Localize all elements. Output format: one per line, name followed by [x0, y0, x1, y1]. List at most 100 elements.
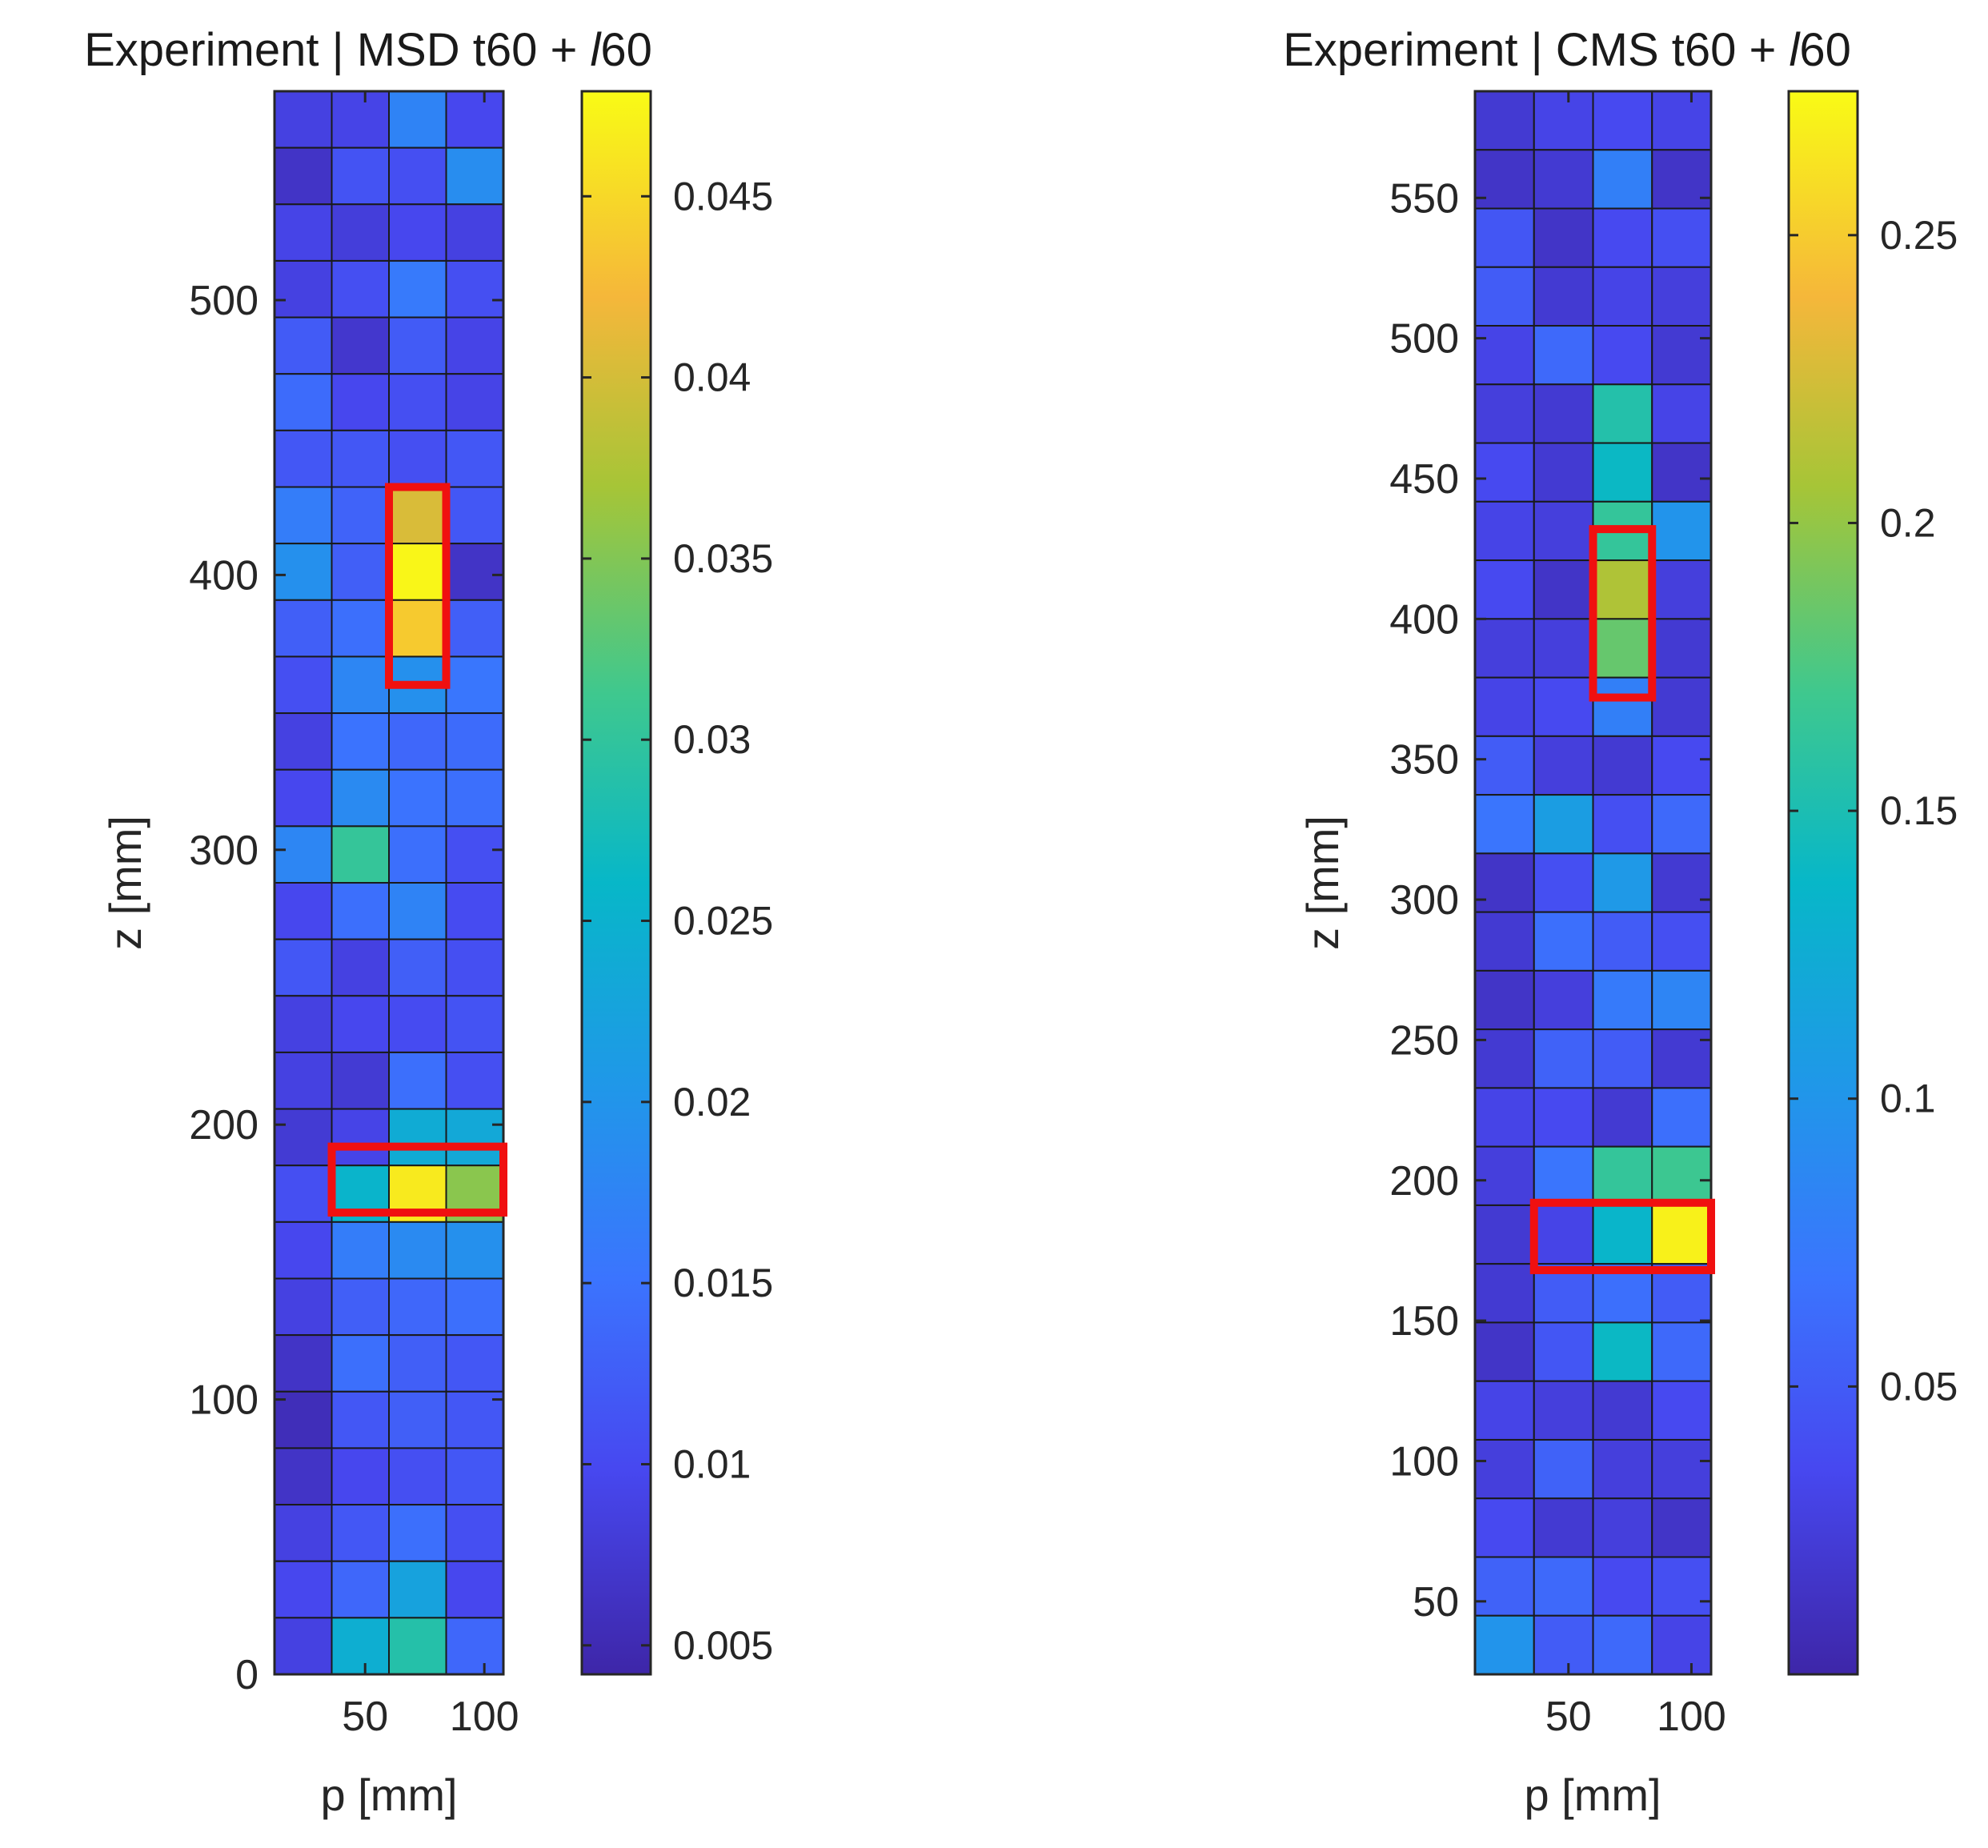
heatmap-cell — [274, 995, 333, 1053]
colorbar-tick-label: 0.01 — [673, 1441, 751, 1486]
heatmap-cell — [1533, 383, 1594, 444]
heatmap-cell — [331, 486, 390, 545]
heatmap-cell — [388, 1617, 447, 1676]
y-tick-label: 500 — [189, 278, 259, 324]
heatmap-cell — [445, 373, 504, 431]
heatmap-cell — [1533, 1028, 1594, 1089]
y-axis-label: z [mm] — [1297, 816, 1348, 950]
heatmap-cell — [274, 1108, 333, 1167]
heatmap-cell — [274, 655, 333, 715]
heatmap-cell — [1474, 1263, 1535, 1324]
y-tick-label: 300 — [189, 828, 259, 874]
heatmap-cell — [1474, 266, 1535, 327]
heatmap-cell — [331, 1617, 390, 1676]
heatmap-cell — [1474, 325, 1535, 386]
heatmap-cell — [1592, 852, 1653, 913]
heatmap-cell — [1474, 90, 1535, 151]
heatmap-cell — [445, 486, 504, 545]
heatmap-cell — [388, 146, 447, 206]
heatmap-cell — [1474, 207, 1535, 268]
heatmap-cell — [1651, 559, 1712, 620]
heatmap-cell — [1533, 735, 1594, 796]
heatmap-cell — [388, 543, 447, 601]
heatmap-cell — [1651, 1438, 1712, 1500]
heatmap-cell — [1651, 1380, 1712, 1441]
heatmap-cell — [274, 1221, 333, 1280]
heatmap-cell — [388, 1277, 447, 1337]
heatmap-cell — [445, 1221, 504, 1280]
heatmap-cell — [1592, 911, 1653, 972]
heatmap-cell — [1592, 735, 1653, 796]
heatmap-cell — [274, 1277, 333, 1337]
heatmap-cells — [1474, 90, 1712, 1675]
heatmap-cell — [1533, 325, 1594, 386]
heatmap-cell — [1651, 1556, 1712, 1617]
x-tick-label: 100 — [450, 1694, 519, 1740]
heatmap-cell — [1592, 1204, 1653, 1265]
heatmap-cell — [445, 1051, 504, 1110]
colorbar-tick-label: 0.005 — [673, 1623, 773, 1668]
y-tick-label: 200 — [189, 1102, 259, 1148]
heatmap-cell — [1651, 618, 1712, 679]
heatmap-cell — [1592, 1145, 1653, 1206]
heatmap-cell — [274, 599, 333, 658]
heatmap-cell — [274, 146, 333, 206]
heatmap-cell — [445, 429, 504, 488]
highlight-box — [385, 483, 451, 689]
colorbar-tick-label: 0.15 — [1880, 788, 1958, 833]
heatmap-cell — [388, 825, 447, 884]
x-axis-label: p [mm] — [1524, 1770, 1661, 1820]
highlight-boxes — [1529, 525, 1715, 1274]
heatmap-cell — [1474, 618, 1535, 679]
heatmap-cell — [331, 90, 390, 149]
heatmap-cell — [445, 543, 504, 601]
highlight-box — [1589, 525, 1657, 702]
heatmap-cell — [274, 429, 333, 488]
y-tick-label: 400 — [189, 552, 259, 599]
colorbar-tick-label: 0.05 — [1880, 1364, 1958, 1409]
heatmap-cell — [1474, 969, 1535, 1031]
heatmap-cell — [1474, 1614, 1535, 1675]
heatmap-cell — [274, 882, 333, 940]
x-axis-label: p [mm] — [320, 1770, 457, 1820]
y-tick-label: 0 — [235, 1652, 259, 1698]
heatmap-cell — [445, 655, 504, 715]
heatmap-cell — [1474, 735, 1535, 796]
heatmap-cell — [331, 1051, 390, 1110]
heatmap-cell — [1533, 911, 1594, 972]
colorbar-ticks: 0.005 0.01 0.015 0.02 0.025 0.03 0.035 0.04 0.04… — [582, 174, 773, 1668]
heatmap-cell — [331, 373, 390, 431]
heatmap-cell — [1533, 618, 1594, 679]
heatmap-cell — [1474, 383, 1535, 444]
heatmap-cell — [1533, 969, 1594, 1031]
heatmap-cell — [1651, 383, 1712, 444]
heatmap-cell — [274, 938, 333, 997]
heatmap-cell — [1474, 911, 1535, 972]
heatmap-cell — [1651, 1204, 1712, 1265]
heatmap-cell — [1474, 1145, 1535, 1206]
highlight-box — [327, 1142, 507, 1217]
heatmap-cell — [331, 1447, 390, 1506]
colorbar-tick-label: 0.035 — [673, 536, 773, 581]
y-tick-label: 500 — [1389, 316, 1459, 363]
heatmap-cell — [1651, 442, 1712, 503]
heatmap-cell — [1533, 794, 1594, 855]
heatmap-cell — [1592, 90, 1653, 151]
heatmap-panel-cms: Experiment | CMS t60 + l60 50 100 150 200 25… — [1283, 24, 1958, 1820]
heatmap-cell — [388, 1560, 447, 1619]
heatmap-cell — [1474, 1438, 1535, 1500]
heatmap-cell — [388, 768, 447, 828]
y-tick-label: 300 — [1389, 877, 1459, 924]
heatmap-cell — [388, 1504, 447, 1562]
heatmap-cell — [388, 90, 447, 149]
heatmap-cell — [1474, 676, 1535, 737]
heatmap-cell — [445, 1504, 504, 1562]
heatmap-cell — [1651, 207, 1712, 268]
x-tick-label: 100 — [1657, 1694, 1726, 1740]
heatmap-cell — [274, 712, 333, 771]
heatmap-cell — [1592, 266, 1653, 327]
heatmap-cell — [274, 1447, 333, 1506]
heatmap-cell — [1533, 149, 1594, 210]
heatmap-cell — [1592, 1087, 1653, 1148]
